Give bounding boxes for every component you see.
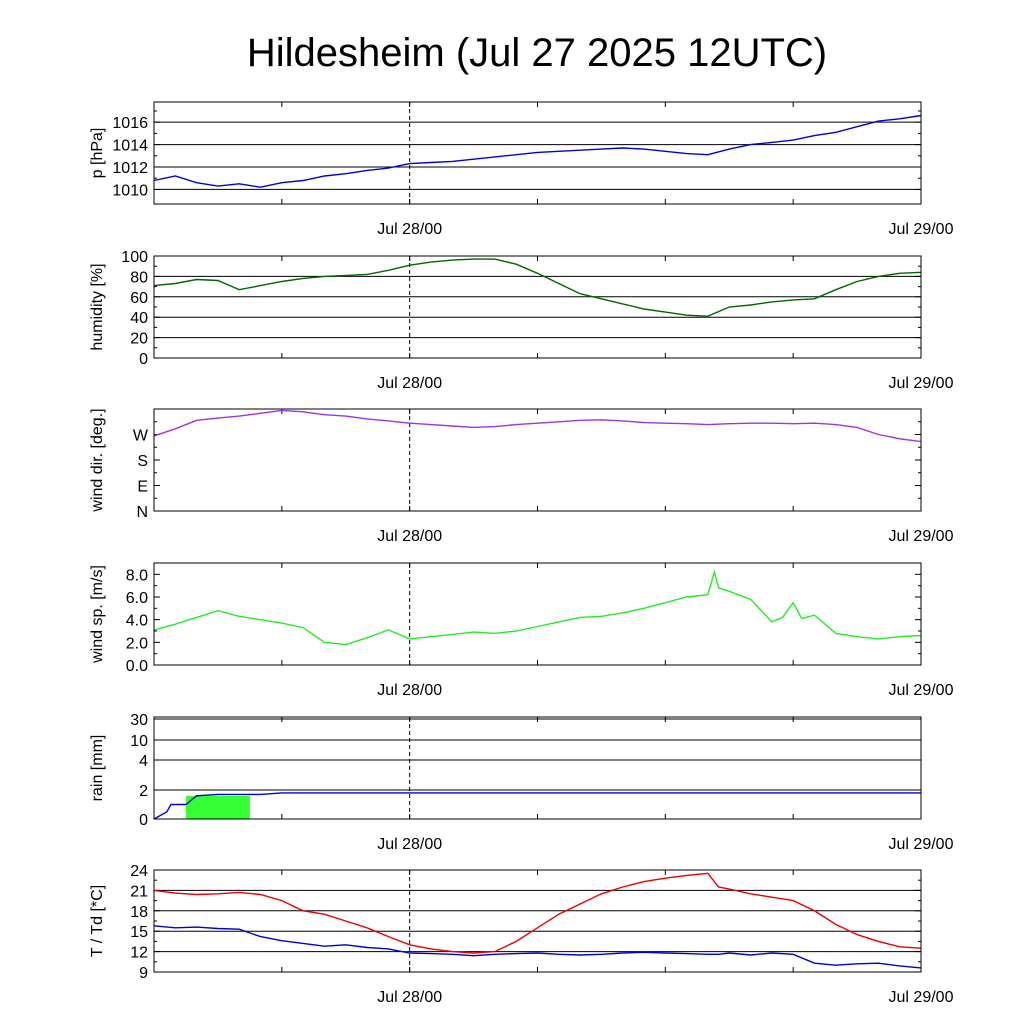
x-tick-label: Jul 28/00 [377, 221, 442, 238]
y-tick-label: N [136, 504, 148, 521]
y-tick-label: W [133, 428, 149, 445]
chart-title: Hildesheim (Jul 27 2025 12UTC) [247, 31, 827, 75]
y-tick-label: 4 [139, 753, 148, 770]
panel-rain: 0 2 4 10 30 Jul 28/00 Jul 29/00 rain [mm] [89, 712, 954, 853]
y-tick-label: 18 [130, 904, 148, 921]
panel-humidity: 0 20 40 60 80 100 Jul 28/00 Jul 29/00 humidity [… [89, 249, 954, 392]
y-tick-label: 4.0 [126, 613, 148, 630]
y-axis-label: p [hPa] [89, 128, 106, 179]
y-tick-label: 1016 [112, 115, 148, 132]
y-tick-label: 0 [139, 351, 148, 368]
x-tick-label: Jul 29/00 [889, 375, 954, 392]
y-tick-label: 8.0 [126, 567, 148, 584]
panel-pressure: 1010 1012 1014 1016 Jul 28/00 Jul 29/00 p [hPa… [89, 101, 954, 238]
y-tick-label: 21 [130, 883, 148, 900]
y-tick-label: S [137, 453, 148, 470]
panel-wind-speed: 0.0 2.0 4.0 6.0 8.0 Jul 28/00 Jul 29/00 wind sp… [89, 562, 954, 699]
x-tick-label: Jul 29/00 [889, 989, 954, 1006]
pressure-series-line-0 [153, 114, 922, 188]
panel-frame [153, 869, 922, 973]
y-tick-label: 12 [130, 945, 148, 962]
x-tick-label: Jul 29/00 [889, 836, 954, 853]
y-axis-label: T / Td [*C] [89, 885, 106, 957]
x-tick-label: Jul 28/00 [377, 528, 442, 545]
y-axis-label: rain [mm] [89, 735, 106, 802]
y-tick-label: 9 [139, 965, 148, 982]
wind-speed-series-line-0 [153, 569, 922, 646]
panel-temperature: 9 12 15 18 21 24 Jul 28/00 Jul 29/00 T / Td [*C] [89, 863, 954, 1006]
panel-frame [153, 408, 922, 512]
panel-frame [153, 716, 922, 820]
y-tick-label: E [137, 479, 148, 496]
y-tick-label: 0.0 [126, 658, 148, 675]
y-tick-label: 1010 [112, 182, 148, 199]
x-tick-label: Jul 29/00 [889, 528, 954, 545]
y-tick-label: 80 [130, 269, 148, 286]
y-axis-label: wind dir. [deg.] [89, 408, 106, 512]
y-tick-label: 6.0 [126, 590, 148, 607]
y-axis-label: wind sp. [m/s] [89, 565, 106, 664]
rain-series-line-0 [153, 792, 921, 820]
x-tick-label: Jul 28/00 [377, 375, 442, 392]
temperature-series-line-1 [153, 925, 922, 969]
y-tick-label: 0 [139, 812, 148, 829]
y-tick-label: 2 [139, 783, 148, 800]
y-axis-label: humidity [%] [89, 263, 106, 350]
y-tick-label: 20 [130, 331, 148, 348]
wind-direction-series-line-0 [153, 409, 922, 443]
rain-bar [185, 795, 250, 819]
y-tick-label: 10 [130, 733, 148, 750]
y-tick-label: 60 [130, 290, 148, 307]
y-tick-label: 100 [121, 249, 148, 266]
x-tick-label: Jul 29/00 [889, 221, 954, 238]
x-tick-label: Jul 28/00 [377, 682, 442, 699]
panel-frame [153, 255, 922, 359]
y-tick-label: 1014 [112, 138, 148, 155]
temperature-series-line-0 [153, 872, 922, 954]
x-tick-label: Jul 29/00 [889, 682, 954, 699]
y-tick-label: 2.0 [126, 635, 148, 652]
y-tick-label: 15 [130, 924, 148, 941]
panel-frame [153, 101, 922, 205]
x-tick-label: Jul 28/00 [377, 836, 442, 853]
y-tick-label: 40 [130, 310, 148, 327]
humidity-series-line-0 [153, 258, 922, 317]
x-tick-label: Jul 28/00 [377, 989, 442, 1006]
y-tick-label: 24 [130, 863, 148, 880]
y-tick-label: 30 [130, 712, 148, 729]
y-tick-label: 1012 [112, 160, 148, 177]
panel-frame [153, 562, 922, 666]
